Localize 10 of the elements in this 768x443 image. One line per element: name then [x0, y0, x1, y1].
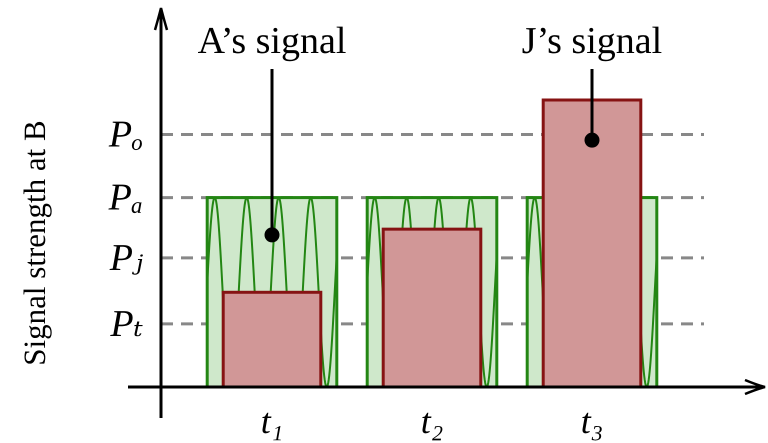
x-tick-label: t₃: [580, 401, 604, 441]
ref-line-label: Pₒ: [108, 113, 143, 156]
x-tick-label: t₂: [420, 401, 444, 441]
x-tick-label: t₁: [260, 401, 284, 441]
ref-line-label: Pⱼ: [108, 236, 143, 279]
annotation: J’s signal: [522, 20, 662, 62]
annotation: A’s signal: [198, 20, 346, 62]
y-axis-title: Signal strength at B: [17, 120, 52, 366]
ref-line-label: Pₜ: [109, 302, 144, 345]
ref-line-label: Pₐ: [108, 176, 143, 219]
